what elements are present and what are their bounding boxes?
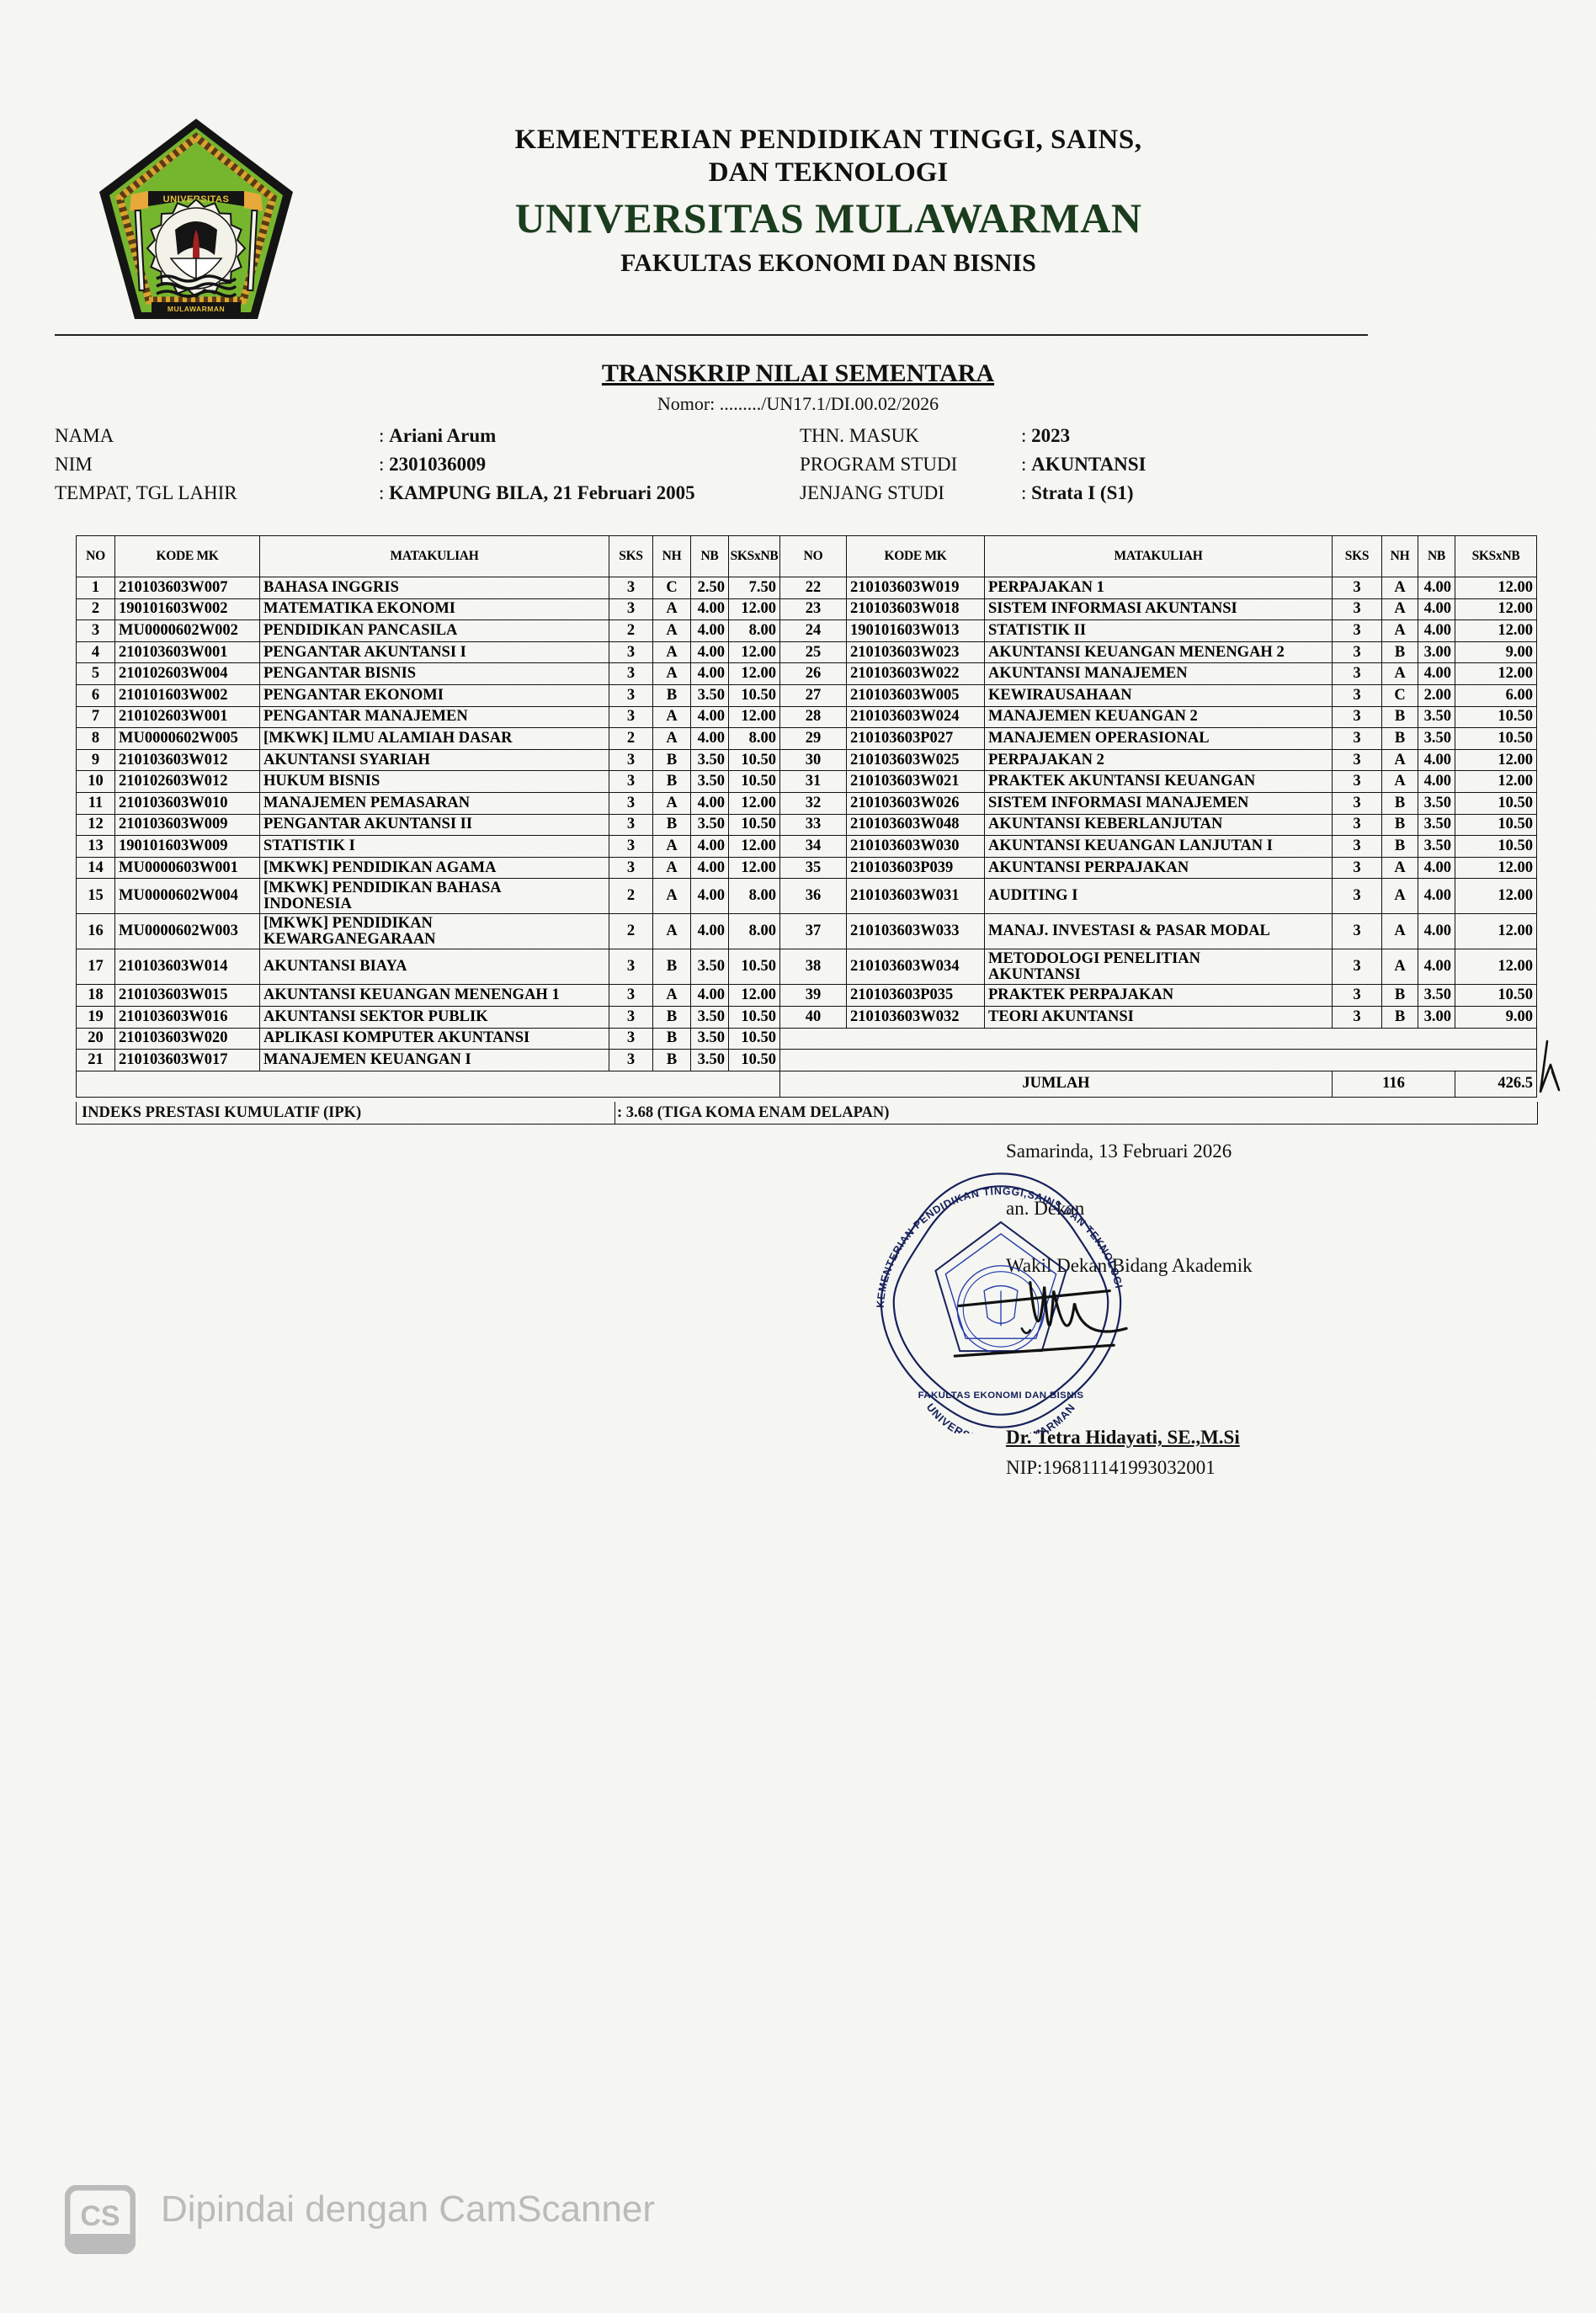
svg-text:CS: CS: [80, 2200, 120, 2232]
svg-text:MULAWARMAN: MULAWARMAN: [168, 305, 225, 313]
svg-text:KEMENTERIAN PENDIDIKAN TINGGI,: KEMENTERIAN PENDIDIKAN TINGGI,SAINS,DAN …: [875, 1185, 1125, 1308]
svg-text:UNIVERSITAS MULAWARMAN: UNIVERSITAS MULAWARMAN: [924, 1401, 1078, 1433]
svg-text:FAKULTAS EKONOMI DAN BISNIS: FAKULTAS EKONOMI DAN BISNIS: [918, 1390, 1084, 1401]
